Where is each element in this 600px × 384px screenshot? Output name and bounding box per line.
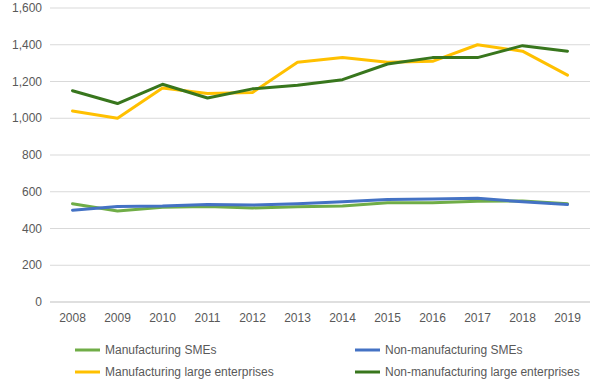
x-tick-label: 2017 [464,311,491,325]
x-tick-label: 2011 [195,311,221,325]
series-line [73,46,568,104]
y-tick-label: 1,600 [12,1,42,15]
legend-swatch [75,349,100,352]
x-axis: 2008 2009 2010 2011 2012 2013 2014 2015 2016 2017… [50,8,590,325]
y-tick-label: 0 [35,295,42,309]
x-tick-label: 2019 [554,311,581,325]
y-tick-label: 200 [22,258,42,272]
grid-line [50,265,590,266]
series-lines [73,45,568,211]
chart: 02004006008001,0001,2001,4001,6002008200… [0,0,600,384]
x-tick-label: 2010 [149,311,176,325]
grid-line [50,191,590,192]
legend: Manufacturing SMEs Non-manufacturing SMEs… [75,343,580,379]
grid-line [50,118,590,119]
legend-label: Manufacturing SMEs [105,343,216,357]
x-tick-label: 2012 [239,311,266,325]
y-tick-label: 1,400 [12,38,42,52]
legend-label: Non-manufacturing large enterprises [385,365,580,379]
legend-swatch [355,371,380,374]
y-tick-label: 400 [22,222,42,236]
grid-line [50,8,590,9]
y-tick-label: 1,200 [12,75,42,89]
y-axis: 0 200 400 600 800 1,000 1,200 1,400 1,600 [12,1,590,309]
x-tick-label: 2018 [509,311,536,325]
x-tick-label: 2016 [419,311,446,325]
grid-line [50,228,590,229]
grid-line [50,44,590,45]
legend-label: Manufacturing large enterprises [105,365,274,379]
x-tick-label: 2013 [284,311,311,325]
legend-swatch [355,349,380,352]
legend-label: Non-manufacturing SMEs [385,343,522,357]
series-line [73,45,568,119]
x-tick-label: 2008 [59,311,86,325]
x-tick-label: 2015 [374,311,401,325]
y-tick-label: 600 [22,185,42,199]
y-tick-label: 1,000 [12,111,42,125]
legend-swatch [75,371,100,374]
y-tick-label: 800 [22,148,42,162]
x-tick-label: 2009 [104,311,131,325]
x-axis-line [50,302,590,303]
x-tick-label: 2014 [329,311,356,325]
grid-line [50,155,590,156]
series-line [73,198,568,210]
y-range [50,8,51,302]
